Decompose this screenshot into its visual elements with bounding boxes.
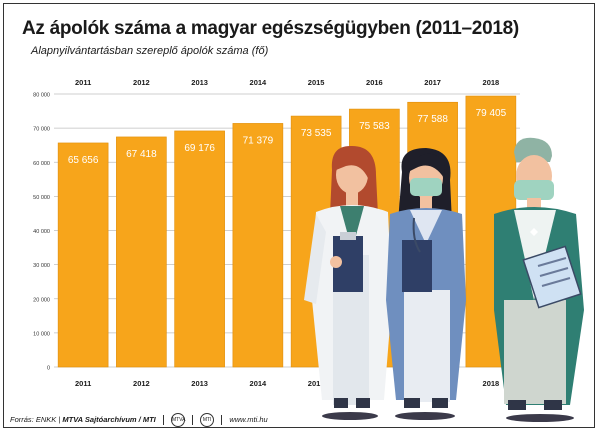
- value-label: 75 583: [359, 121, 390, 132]
- y-tick-label: 0: [47, 366, 50, 372]
- nurses-illustration: [304, 137, 584, 422]
- top-category-label: 2018: [483, 78, 500, 87]
- footer-divider: [162, 415, 164, 425]
- bottom-category-label: 2018: [483, 379, 500, 388]
- y-tick-label: 80 000: [33, 93, 50, 99]
- y-axis-ticks: 0 10 000 20 000 30 000 40 000 50 000 60 000 70 …: [33, 93, 50, 372]
- y-tick-label: 60 000: [33, 161, 50, 167]
- source-text: Forrás: ENKK: [10, 414, 57, 424]
- top-category-label: 2016: [366, 78, 383, 87]
- value-label: 71 379: [243, 135, 274, 146]
- top-category-label: 2013: [191, 78, 208, 87]
- nurse-right: [494, 137, 584, 410]
- value-label: 67 418: [126, 149, 157, 160]
- value-label: 77 588: [417, 114, 448, 125]
- bottom-category-label: 2015: [308, 379, 325, 388]
- footer-divider: [221, 415, 223, 425]
- nurse-middle: [386, 148, 466, 408]
- footer-divider: [192, 415, 194, 425]
- bottom-category-label: 2012: [133, 379, 150, 388]
- value-label: 79 405: [476, 108, 507, 119]
- source-separator: |: [58, 414, 63, 424]
- bottom-category-label: 2013: [191, 379, 208, 388]
- value-labels: 65 656 67 418 69 176 71 379 73 535 75 583 77 5…: [68, 108, 507, 166]
- top-category-label: 2014: [250, 78, 268, 87]
- top-category-label: 2012: [133, 78, 150, 87]
- bottom-category-label: 2014: [250, 379, 268, 388]
- top-category-label: 2017: [424, 78, 441, 87]
- source-agency: MTVA Sajtóarchívum / MTI: [62, 414, 156, 424]
- source-footer: Forrás: ENKK | MTVA Sajtóarchívum / MTI …: [10, 413, 268, 427]
- bottom-category-label: 2011: [75, 379, 91, 388]
- y-tick-label: 70 000: [33, 127, 50, 133]
- value-label: 69 176: [184, 143, 215, 154]
- mtva-logo: MTVA: [170, 413, 185, 427]
- bar: [116, 136, 167, 368]
- chart-title: Az ápolók száma a magyar egészségügyben …: [22, 18, 519, 39]
- bar: [232, 123, 284, 368]
- y-tick-label: 10 000: [33, 331, 50, 337]
- bar: [174, 130, 225, 368]
- top-category-labels: 2011 2012 2013 2014 2015 2016 2017 2018: [75, 78, 499, 87]
- graphic-frame: [3, 3, 595, 428]
- top-category-label: 2011: [75, 78, 91, 87]
- mti-logo: MTI: [200, 413, 215, 427]
- y-tick-label: 20 000: [33, 297, 50, 303]
- y-tick-label: 50 000: [33, 195, 50, 201]
- bar: [57, 142, 109, 368]
- nurse-left: [304, 145, 392, 408]
- y-tick-label: 40 000: [33, 229, 50, 235]
- y-tick-label: 30 000: [33, 263, 50, 269]
- top-category-label: 2015: [308, 78, 325, 87]
- value-label: 73 535: [301, 128, 332, 139]
- value-label: 65 656: [68, 155, 99, 166]
- chart-subtitle: Alapnyilvántartásban szereplő ápolók szá…: [31, 45, 269, 57]
- website-link[interactable]: www.mti.hu: [229, 414, 268, 424]
